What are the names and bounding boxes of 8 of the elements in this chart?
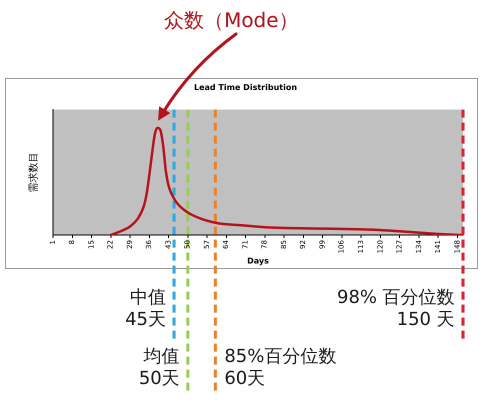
text: 众数（Mode） [164, 8, 299, 32]
ref-line-label: 85%百分位数 60天 [224, 346, 336, 390]
y-axis-title: 需求数目 [28, 152, 40, 192]
ref-line-label: 中值 45天 [125, 287, 166, 331]
x-axis-title: Days [247, 256, 270, 266]
chart-title: Lead Time Distribution [194, 82, 298, 92]
ref-line-label: 均值 50天 [138, 346, 180, 390]
ref-line-label: 98% 百分位数 150 天 [337, 287, 455, 331]
